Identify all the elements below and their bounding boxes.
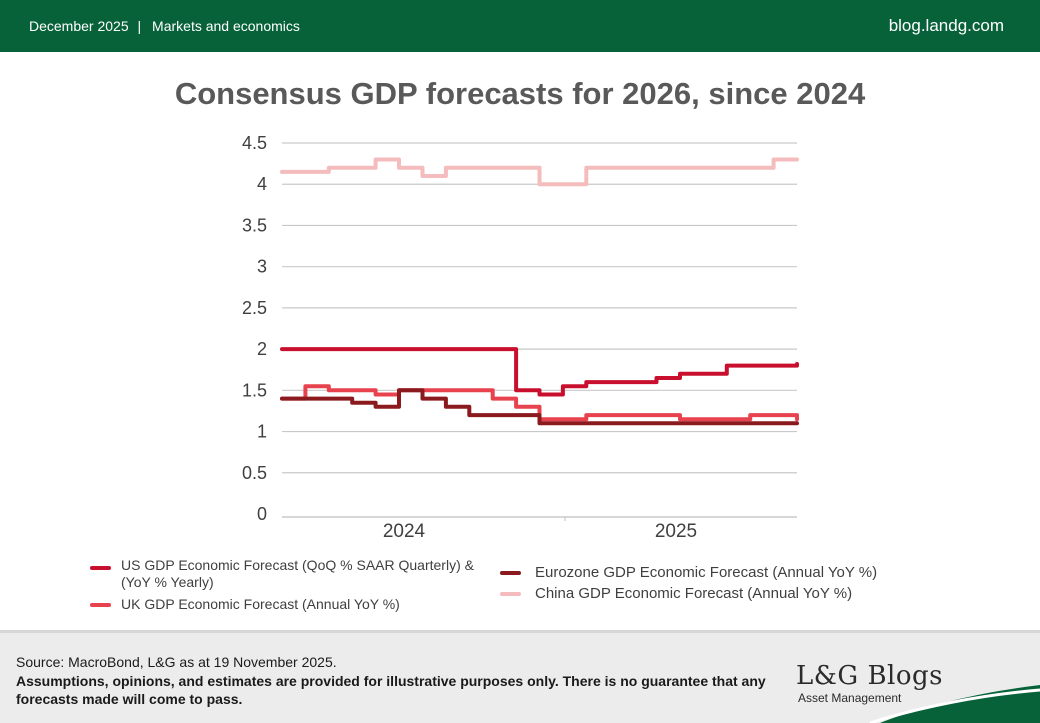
legend-swatch-china [500,592,521,596]
header-bar: December 2025 | Markets and economics bl… [0,0,1040,52]
legend-label-eurozone: Eurozone GDP Economic Forecast (Annual Y… [535,564,878,581]
series-line-china [280,157,799,187]
y-tick-label: 3 [257,257,267,277]
y-tick-label: 0.5 [242,463,267,483]
header-date: December 2025 [29,18,129,34]
legend-item-eurozone: Eurozone GDP Economic Forecast (Annual Y… [500,564,940,582]
legend-item-uk: UK GDP Economic Forecast (Annual YoY %) [90,596,490,614]
series-line-uk [280,384,799,422]
legend-label-uk: UK GDP Economic Forecast (Annual YoY %) [121,596,400,612]
header-separator: | [137,18,142,34]
legend-swatch-eurozone [500,571,521,575]
series-line-us [280,347,799,397]
footer: Source: MacroBond, L&G as at 19 November… [0,630,1040,723]
site-link[interactable]: blog.landg.com [888,16,1004,35]
y-tick-label: 1 [257,422,267,442]
legend-label-us: US GDP Economic Forecast (QoQ % SAAR Qua… [121,557,474,590]
legend-item-china: China GDP Economic Forecast (Annual YoY … [500,585,940,603]
header-category[interactable]: Markets and economics [152,18,300,34]
disclaimer: Assumptions, opinions, and estimates are… [16,673,766,707]
y-tick-label: 2 [257,339,267,359]
series-line-eurozone [280,388,799,426]
y-tick-label: 2.5 [242,298,267,318]
header-meta: December 2025 | Markets and economics [29,18,300,34]
y-tick-label: 1.5 [242,380,267,400]
brand-swoosh-icon [869,685,1040,723]
legend-swatch-uk [90,603,111,607]
y-tick-label: 3.5 [242,215,267,235]
legend-swatch-us [90,566,111,570]
chart-title: Consensus GDP forecasts for 2026, since … [174,76,866,111]
brand-subtitle: Asset Management [798,691,902,705]
y-tick-label: 4 [257,174,267,194]
y-tick-label: 0 [257,504,267,524]
y-tick-label: 4.5 [242,133,267,153]
line-chart: 0 0.5 1 1.5 2 2.5 3 3.5 4 4.5 2024 2025 [242,133,799,542]
legend-item-us: US GDP Economic Forecast (QoQ % SAAR Qua… [90,557,490,593]
source-note: Source: MacroBond, L&G as at 19 November… [16,654,337,670]
x-tick-label: 2025 [655,521,697,542]
legend-label-china: China GDP Economic Forecast (Annual YoY … [535,585,853,602]
brand-logo[interactable]: L&G Blogs [796,661,944,691]
x-tick-label: 2024 [383,521,426,542]
